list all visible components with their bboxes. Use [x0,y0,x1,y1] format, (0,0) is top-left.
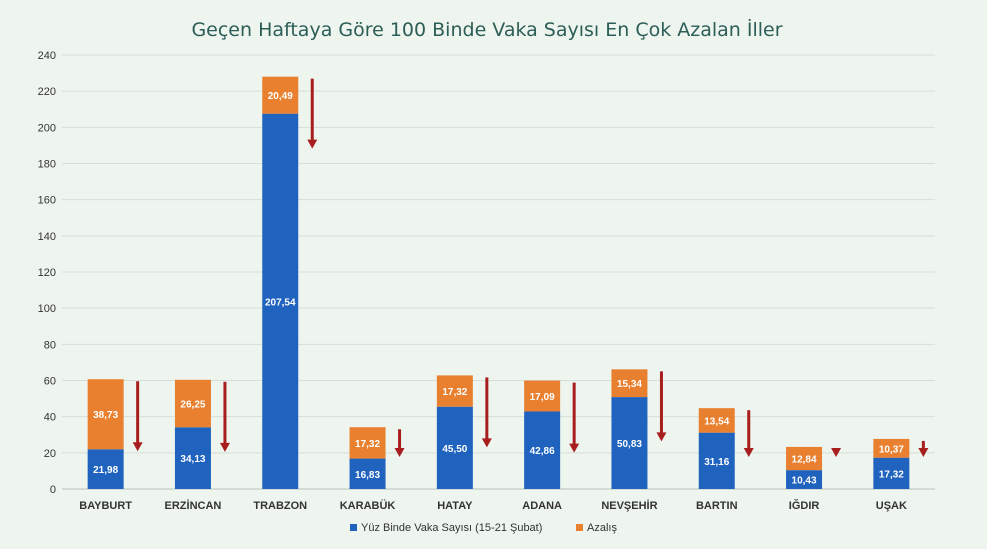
y-tick-label: 160 [38,195,56,207]
data-label: 45,50 [442,444,467,455]
y-tick-label: 240 [38,50,56,62]
x-tick-label: HATAY [437,500,473,512]
data-label: 34,13 [180,454,205,465]
y-tick-label: 100 [38,303,56,315]
bar-segment-cases [873,457,910,489]
y-tick-label: 20 [44,448,56,460]
bar-segment-decrease [262,76,299,114]
bar-segment-cases [786,470,823,489]
down-arrow-icon [918,440,929,457]
down-arrow-icon [132,381,143,452]
data-label: 26,25 [180,400,205,411]
y-tick-label: 200 [38,122,56,134]
bar-segment-decrease [174,379,211,428]
bar-segment-cases [349,458,386,489]
data-label: 17,09 [530,392,555,403]
data-label: 31,16 [704,457,729,468]
legend-label-series-2: Azalış [587,522,617,534]
bar-segment-decrease [611,369,648,398]
legend: Yüz Binde Vaka Sayısı (15-21 Şubat) Azal… [350,522,617,534]
bars: 21,98 38,73 34,13 26,25 207,54 20,49 16,83 17,3… [87,76,910,490]
bar-segment-cases [262,113,299,490]
down-arrows [132,78,929,457]
bar-segment-decrease [786,446,823,471]
x-tick-label: UŞAK [876,500,907,512]
down-arrow-icon [307,78,318,149]
data-label: 50,83 [617,439,642,450]
chart-title: Geçen Haftaya Göre 100 Binde Vaka Sayısı… [191,18,782,41]
data-label: 15,34 [617,379,642,390]
x-tick-label: IĞDIR [789,499,820,512]
data-label: 42,86 [530,446,555,457]
bar-segment-cases [436,406,473,489]
bar-segment-cases [524,411,561,489]
data-label: 10,43 [792,476,817,487]
y-tick-label: 180 [38,159,56,171]
x-tick-label: BARTIN [696,500,738,512]
down-arrow-icon [219,381,230,452]
bar-segment-decrease [873,438,910,458]
bar-segment-decrease [524,380,561,412]
legend-swatch-series-1 [350,524,357,531]
data-label: 16,83 [355,470,380,481]
legend-swatch-series-2 [576,524,583,531]
x-tick-label: KARABÜK [340,499,396,512]
bar-segment-cases [698,432,735,489]
y-tick-label: 0 [50,484,56,496]
bar-segment-cases [87,449,124,489]
x-tick-label: TRABZON [253,500,307,512]
y-tick-label: 220 [38,86,56,98]
data-label: 17,32 [879,469,904,480]
bar-segment-cases [611,397,648,489]
data-label: 17,32 [442,387,467,398]
down-arrow-icon [656,371,667,442]
x-axis-labels: BAYBURT ERZİNCAN TRABZON KARABÜK HATAY ADANA N… [79,499,907,512]
data-label: 38,73 [93,410,118,421]
down-arrow-icon [743,410,754,457]
legend-label-series-1: Yüz Binde Vaka Sayısı (15-21 Şubat) [361,522,542,534]
bar-segment-cases [174,427,211,489]
x-tick-label: NEVŞEHİR [601,499,657,512]
x-tick-label: BAYBURT [79,500,132,512]
data-label: 17,32 [355,439,380,450]
down-arrow-icon [394,429,405,457]
data-label: 207,54 [265,297,296,308]
y-tick-label: 140 [38,231,56,243]
down-arrow-icon [481,377,492,448]
data-label: 10,37 [879,444,904,455]
bar-segment-decrease [349,427,386,459]
x-tick-label: ADANA [522,500,562,512]
bar-segment-decrease [87,379,124,450]
data-label: 13,54 [704,416,729,427]
down-arrow-icon [831,448,842,457]
y-axis-ticks: 0 20 40 60 80 100 120 140 160 180 200 220 240 [38,50,56,496]
y-tick-label: 40 [44,412,56,424]
data-label: 20,49 [268,91,293,102]
y-tick-label: 80 [44,339,56,351]
data-label: 12,84 [792,455,817,466]
down-arrow-icon [569,382,580,453]
data-label: 21,98 [93,465,118,476]
x-tick-label: ERZİNCAN [165,499,222,512]
y-tick-label: 60 [44,376,56,388]
y-tick-label: 120 [38,267,56,279]
bar-segment-decrease [436,375,473,407]
bar-segment-decrease [698,408,735,433]
